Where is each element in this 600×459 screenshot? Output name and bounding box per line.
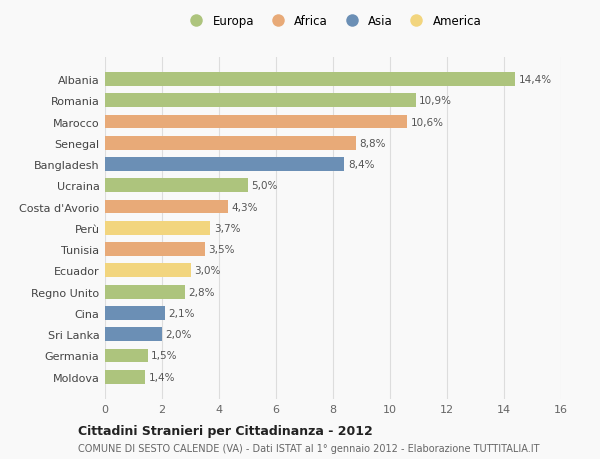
Bar <box>105 221 211 235</box>
Bar <box>105 243 205 257</box>
Text: 10,9%: 10,9% <box>419 96 452 106</box>
Text: 1,5%: 1,5% <box>151 351 178 361</box>
Bar <box>105 285 185 299</box>
Legend: Europa, Africa, Asia, America: Europa, Africa, Asia, America <box>184 16 482 28</box>
Bar <box>105 158 344 172</box>
Bar <box>105 264 191 278</box>
Text: 8,8%: 8,8% <box>359 139 386 148</box>
Text: 2,1%: 2,1% <box>168 308 195 318</box>
Text: 3,5%: 3,5% <box>208 245 235 255</box>
Bar <box>105 306 165 320</box>
Bar <box>105 115 407 129</box>
Text: 4,3%: 4,3% <box>231 202 257 212</box>
Text: 2,0%: 2,0% <box>166 330 192 340</box>
Bar <box>105 200 227 214</box>
Text: 3,7%: 3,7% <box>214 224 241 233</box>
Text: Cittadini Stranieri per Cittadinanza - 2012: Cittadini Stranieri per Cittadinanza - 2… <box>78 424 373 437</box>
Bar <box>105 137 356 151</box>
Bar <box>105 370 145 384</box>
Bar <box>105 94 416 108</box>
Text: 14,4%: 14,4% <box>519 75 552 85</box>
Bar <box>105 349 148 363</box>
Text: 3,0%: 3,0% <box>194 266 220 276</box>
Text: 5,0%: 5,0% <box>251 181 277 191</box>
Bar <box>105 73 515 87</box>
Text: 1,4%: 1,4% <box>148 372 175 382</box>
Text: 2,8%: 2,8% <box>188 287 215 297</box>
Text: 10,6%: 10,6% <box>410 117 443 127</box>
Bar <box>105 328 162 341</box>
Bar <box>105 179 248 193</box>
Text: 8,4%: 8,4% <box>348 160 374 170</box>
Text: COMUNE DI SESTO CALENDE (VA) - Dati ISTAT al 1° gennaio 2012 - Elaborazione TUTT: COMUNE DI SESTO CALENDE (VA) - Dati ISTA… <box>78 443 539 453</box>
